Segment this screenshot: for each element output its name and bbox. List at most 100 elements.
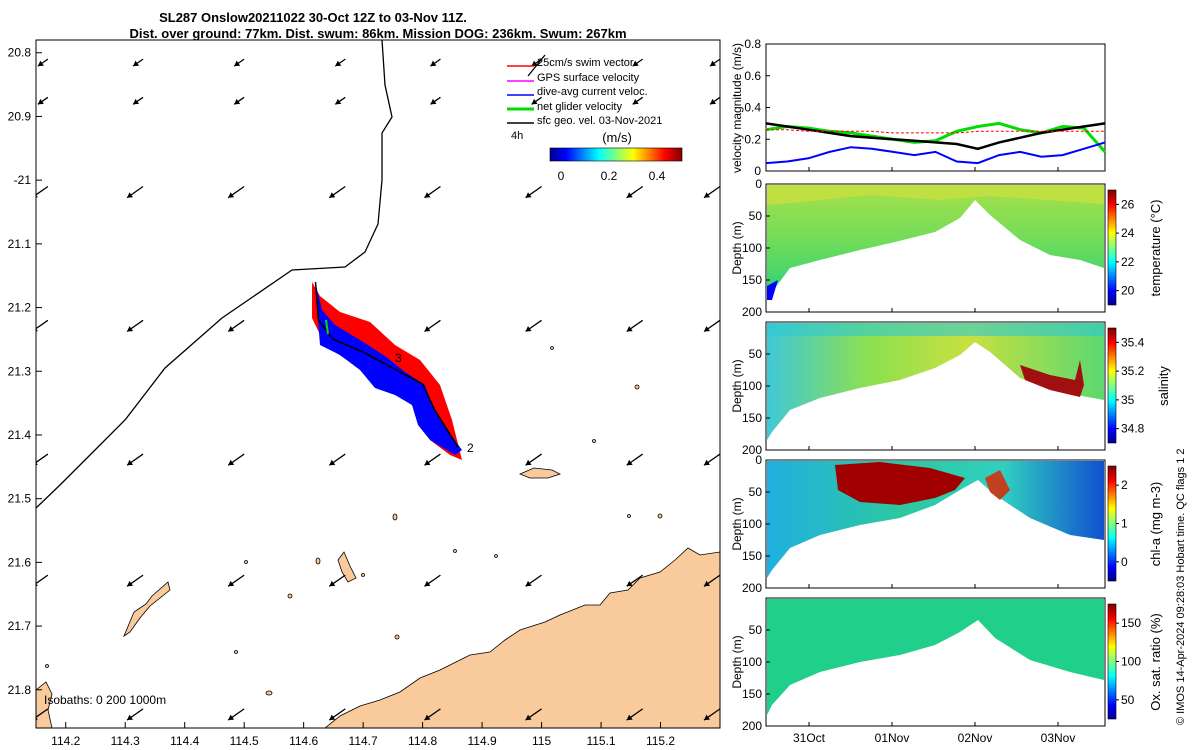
salinity-ylabel: Depth (m) bbox=[730, 359, 744, 412]
geo-vector bbox=[424, 319, 441, 333]
net-velocity-mark bbox=[325, 319, 329, 335]
depth-tick-label: 200 bbox=[742, 305, 762, 319]
colorbar-tick: 0.4 bbox=[649, 169, 666, 183]
cbar-tick-label: 35 bbox=[1121, 393, 1135, 407]
map-legend: 25cm/s swim vector GPS surface velocity … bbox=[507, 54, 662, 142]
salinity-surface-layer bbox=[767, 323, 1104, 336]
island-east bbox=[518, 467, 562, 479]
geo-vector bbox=[703, 574, 720, 587]
island-west bbox=[36, 681, 53, 728]
depth-tick-label: 50 bbox=[749, 485, 763, 499]
cbar-tick-label: 150 bbox=[1121, 616, 1141, 630]
map-x-ticks: 114.2 114.3 114.4 114.5 114.6 114.7 114.8 114.9… bbox=[51, 722, 675, 748]
track-label-3: 3 bbox=[395, 351, 402, 365]
legend-label-gps: GPS surface velocity bbox=[537, 72, 640, 84]
geo-vector bbox=[626, 185, 644, 199]
depth-tick-label: 100 bbox=[742, 241, 762, 255]
geo-vector bbox=[132, 58, 144, 67]
map-x-tick-label: 114.8 bbox=[408, 734, 437, 748]
geo-vector bbox=[531, 96, 542, 105]
depth-tick-label: 50 bbox=[749, 347, 763, 361]
colorbar-tick: 0 bbox=[558, 169, 565, 183]
geo-vector bbox=[424, 574, 441, 587]
mainland-coast bbox=[324, 547, 720, 728]
geo-vector bbox=[328, 185, 346, 199]
isobaths-label: Isobaths: 0 200 1000m bbox=[44, 693, 166, 707]
geo-vector bbox=[632, 96, 644, 105]
velocity-axes bbox=[765, 43, 1106, 172]
salinity-section bbox=[767, 323, 1104, 440]
chlorophyll-ylabel: Depth (m) bbox=[730, 497, 744, 550]
island-long bbox=[123, 581, 171, 638]
glider-track bbox=[314, 282, 459, 449]
map-y-ticks: 20.8 20.9 -21 21.1 21.2 21.3 21.4 21.5 21.6 21.7 2… bbox=[8, 46, 42, 697]
geo-vector bbox=[126, 185, 144, 199]
cbar-tick-label: 26 bbox=[1121, 197, 1135, 211]
map-panel: 3 2 25cm/s swim vector GPS surface veloc… bbox=[8, 39, 721, 748]
depth-tick-label: 200 bbox=[742, 443, 762, 457]
geo-vector bbox=[233, 58, 245, 67]
temperature-cbar-label: temperature (°C) bbox=[1148, 200, 1163, 297]
depth-tick-label: 100 bbox=[742, 517, 762, 531]
geo-vector bbox=[227, 708, 245, 721]
geo-vector bbox=[227, 453, 245, 466]
temperature-cold-patch bbox=[767, 280, 778, 300]
geo-vector bbox=[37, 96, 49, 105]
cbar-tick-label: 24 bbox=[1121, 226, 1135, 240]
island-small bbox=[337, 551, 357, 583]
map-x-tick-label: 114.6 bbox=[289, 734, 318, 748]
section-ticks: 050100150200202224265010015020034.83535.… bbox=[742, 167, 1145, 745]
velocity-y-tick-label: 0 bbox=[754, 164, 761, 178]
depth-tick-label: 200 bbox=[742, 581, 762, 595]
velocity-series-line bbox=[765, 122, 1106, 151]
time-tick-label: 31Oct bbox=[793, 731, 826, 745]
depth-tick-label: 100 bbox=[742, 655, 762, 669]
temperature-ylabel: Depth (m) bbox=[730, 221, 744, 274]
geo-vector bbox=[703, 185, 720, 199]
map-y-tick-label: 21.4 bbox=[8, 428, 32, 442]
salinity-panel: Depth (m) salinity bbox=[730, 321, 1171, 451]
depth-tick-label: 50 bbox=[749, 623, 763, 637]
geo-vector bbox=[132, 96, 144, 105]
temperature-panel: Depth (m) temperature (°C) bbox=[730, 183, 1163, 313]
velocity-ylabel: velocity magnitude (m/s) bbox=[730, 43, 744, 173]
geo-vector bbox=[626, 319, 644, 333]
geo-vector bbox=[328, 708, 346, 721]
velocity-y-tick-label: 0.6 bbox=[744, 69, 761, 83]
colorbar-unit: (m/s) bbox=[602, 130, 632, 145]
figure-title-line1: SL287 Onslow20211022 30-Oct 12Z to 03-No… bbox=[159, 10, 467, 25]
geo-vector bbox=[328, 574, 346, 587]
oxygen-panel: Depth (m) Ox. sat. ratio (%) bbox=[730, 597, 1163, 727]
geo-vector bbox=[525, 574, 542, 587]
geo-vector bbox=[334, 96, 346, 105]
geo-vector bbox=[632, 58, 644, 67]
depth-tick-label: 0 bbox=[755, 177, 762, 191]
geo-vector bbox=[626, 453, 644, 466]
map-y-tick-label: 21.1 bbox=[8, 237, 32, 251]
geo-vector bbox=[227, 185, 245, 199]
oxygen-cbar-label: Ox. sat. ratio (%) bbox=[1148, 613, 1163, 711]
cbar-tick-label: 20 bbox=[1121, 284, 1135, 298]
velocity-y-tick-label: 0.4 bbox=[744, 101, 761, 115]
salinity-high-patch bbox=[1020, 360, 1084, 397]
geo-vector bbox=[703, 319, 720, 333]
geo-vector bbox=[328, 453, 346, 466]
geo-vector bbox=[626, 708, 644, 721]
map-x-tick-label: 115.2 bbox=[646, 734, 675, 748]
geo-vector bbox=[126, 319, 144, 333]
velocity-y-tick-label: 0.8 bbox=[744, 37, 761, 51]
legend-label-geo: sfc geo. vel. 03-Nov-2021 bbox=[537, 115, 662, 127]
colorbar-tick: 0.2 bbox=[601, 169, 618, 183]
chlorophyll-cbar-label: chl-a (mg m-3) bbox=[1148, 482, 1163, 567]
temperature-warm-layer bbox=[767, 185, 1104, 205]
geo-vector bbox=[709, 58, 720, 67]
time-tick-label: 01Nov bbox=[875, 731, 910, 745]
geo-vector bbox=[525, 319, 542, 333]
chlorophyll-colorbar bbox=[1107, 465, 1117, 582]
map-x-tick-label: 115.1 bbox=[586, 734, 615, 748]
geo-vector bbox=[525, 453, 542, 466]
geo-vector bbox=[424, 708, 441, 721]
geo-vector bbox=[525, 185, 542, 199]
track-label-2: 2 bbox=[467, 441, 474, 455]
cbar-tick-label: 22 bbox=[1121, 255, 1135, 269]
